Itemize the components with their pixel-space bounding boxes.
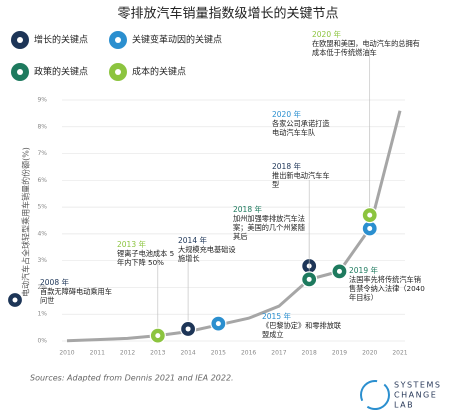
source: Sources: Adapted from Dennis 2021 and IE… — [30, 374, 234, 383]
annotation-box: 2015 年《巴黎协定》和零排放联盟成立 — [262, 312, 342, 339]
annotation-text: 各家公司承诺打造电动汽车车队 — [272, 119, 330, 137]
y-axis-label: 电动汽车占全球轻型乘用车销量的份额(%) — [21, 147, 31, 297]
legend-icon-inner — [17, 69, 23, 75]
logo-text: LAB — [394, 401, 414, 410]
y-tick-label: 0% — [37, 338, 47, 345]
annotation-box: 2014 年大规模充电基础设施增长 — [178, 236, 236, 263]
x-tick-label: 2021 — [392, 350, 407, 357]
legend-label: 关键变革动因的关键点 — [132, 34, 222, 46]
annotation-text: 推出新电动汽车车型 — [272, 171, 330, 189]
annotation-marker-inner — [12, 297, 18, 303]
y-tick-label: 6% — [37, 177, 47, 184]
annotation-box: 2019 年法国率先将传统汽车销售禁令纳入法律（2040 年目标） — [349, 266, 427, 302]
x-tick-label: 2020 — [362, 350, 377, 357]
annotation-year: 2013 年 — [117, 240, 146, 249]
x-tick-label: 2011 — [90, 350, 105, 357]
annotation-marker-inner — [367, 212, 373, 218]
annotation-year: 2019 年 — [349, 266, 378, 275]
y-tick-label: 2% — [37, 284, 47, 291]
x-tick-label: 2015 — [211, 350, 226, 357]
annotation-marker-inner — [155, 333, 161, 339]
annotation-marker-inner — [367, 226, 373, 232]
annotation-text: 锂离子电池成本 5 年内下降 50% — [117, 249, 175, 267]
logo-text: SYSTEMS — [394, 381, 441, 390]
y-tick-label: 1% — [37, 311, 47, 318]
annotation-box: 2008 年首款无障碍电动乘用车问世 — [40, 278, 112, 305]
y-tick-label: 9% — [37, 97, 47, 104]
annotation-text: 《巴黎协定》和零排放联盟成立 — [262, 321, 342, 339]
annotation-text: 加州加强零排放汽车法案；美国的几个州紧随其后 — [233, 214, 305, 241]
y-tick-label: 4% — [37, 230, 47, 237]
legend-icon-inner — [17, 37, 23, 43]
annotation-text: 在欧盟和美国，电动汽车的总拥有成本低于传统燃油车 — [312, 39, 420, 57]
annotation-text: 大规模充电基础设施增长 — [178, 245, 236, 263]
y-tick-label: 8% — [37, 123, 47, 130]
x-tick-label: 2017 — [271, 350, 286, 357]
y-tick-label: 7% — [37, 150, 47, 157]
y-tick-label: 3% — [37, 257, 47, 264]
logo-icon — [360, 380, 390, 410]
annotation-box: 2018 年加州加强零排放汽车法案；美国的几个州紧随其后 — [233, 205, 305, 241]
legend-label: 成本的关键点 — [132, 66, 186, 78]
legend-label: 增长的关键点 — [34, 34, 88, 46]
legend-icon-inner — [115, 69, 121, 75]
logo-text: CHANGE — [394, 391, 437, 400]
x-tick-label: 2014 — [180, 350, 195, 357]
annotation-year: 2018 年 — [233, 205, 262, 214]
x-tick-label: 2019 — [332, 350, 347, 357]
x-tick-label: 2012 — [120, 350, 135, 357]
annotation-year: 2008 年 — [40, 278, 69, 287]
annotation-marker-inner — [336, 268, 342, 274]
annotation-marker-inner — [306, 276, 312, 282]
annotation: 2015 年《巴黎协定》和零排放联盟成立 — [262, 312, 342, 339]
annotation-marker-inner — [185, 326, 191, 332]
annotation-marker-inner — [215, 321, 221, 327]
logo: SYSTEMS CHANGE LAB — [360, 380, 441, 410]
chart-title: 零排放汽车销量指数级增长的关键节点 — [117, 6, 338, 22]
annotation-year: 2020 年 — [272, 110, 301, 119]
annotation-box: 2018 年推出新电动汽车车型 — [272, 162, 332, 189]
annotation-year: 2020 年 — [312, 30, 341, 39]
x-tick-label: 2010 — [59, 350, 74, 357]
x-tick-label: 2016 — [241, 350, 256, 357]
data-line — [66, 110, 402, 343]
y-tick-label: 5% — [37, 204, 47, 211]
legend-label: 政策的关键点 — [34, 66, 88, 78]
x-tick-label: 2013 — [150, 350, 165, 357]
legend-icon-inner — [115, 37, 121, 43]
x-tick-label: 2018 — [302, 350, 317, 357]
annotation-year: 2015 年 — [262, 312, 291, 321]
annotation-year: 2014 年 — [178, 236, 207, 245]
annotation-text: 首款无障碍电动乘用车问世 — [40, 287, 112, 305]
annotation-box: 2013 年锂离子电池成本 5 年内下降 50% — [117, 240, 175, 267]
annotation-box: 2020 年各家公司承诺打造电动汽车车队 — [272, 110, 334, 137]
annotation-box: 2020 年在欧盟和美国，电动汽车的总拥有成本低于传统燃油车 — [312, 30, 420, 57]
annotation-text: 法国率先将传统汽车销售禁令纳入法律（2040 年目标） — [349, 275, 425, 302]
annotation-year: 2018 年 — [272, 162, 301, 171]
